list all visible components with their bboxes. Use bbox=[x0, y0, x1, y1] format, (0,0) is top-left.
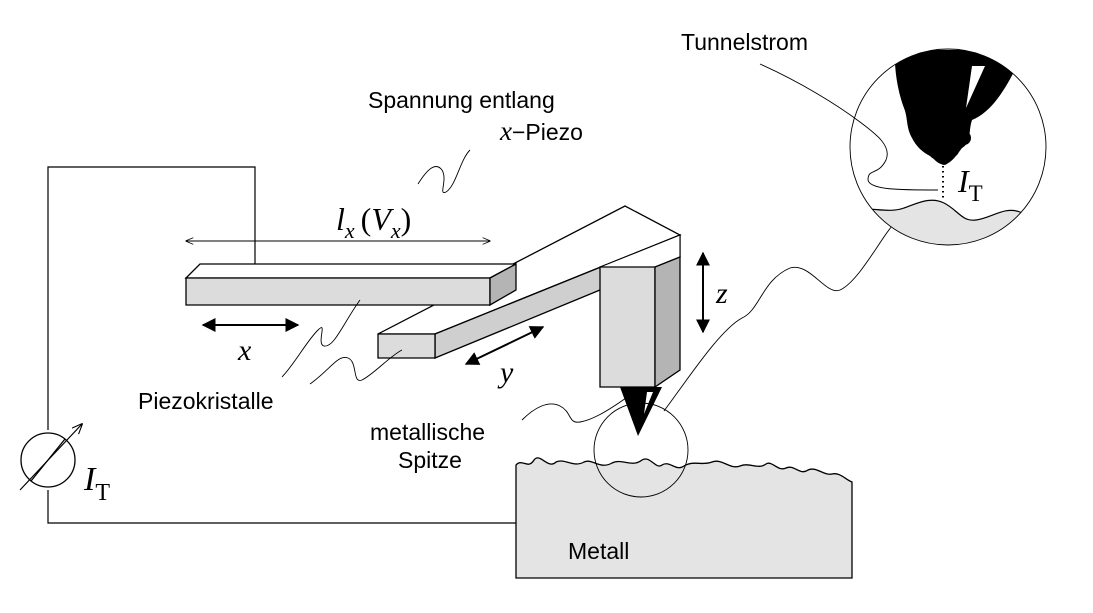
piezo-leader-1 bbox=[281, 299, 361, 378]
magnifier-connector bbox=[663, 225, 893, 412]
zoom-inset bbox=[849, 48, 1047, 246]
x-piezo-bar bbox=[184, 262, 517, 307]
x-piezo-label: x−Piezo bbox=[499, 116, 583, 146]
spannung-label: Spannung entlang bbox=[368, 87, 555, 113]
spannung-leader bbox=[417, 149, 471, 194]
metal-label: Metall bbox=[568, 538, 629, 564]
y-axis-arrow bbox=[464, 326, 545, 365]
magnifier-circle bbox=[593, 402, 689, 498]
piezo-leader-2 bbox=[309, 349, 403, 385]
tunnelstrom-leader bbox=[759, 63, 939, 191]
x-axis-label: x bbox=[237, 334, 252, 367]
current-label: IT bbox=[83, 461, 110, 506]
z-axis-label: z bbox=[715, 277, 728, 310]
spitze-label: Spitze bbox=[398, 447, 462, 473]
inset-current-label: IT bbox=[957, 163, 983, 206]
metal-sample bbox=[515, 457, 853, 579]
length-label: lx (Vx) bbox=[336, 201, 411, 243]
metal-tip bbox=[620, 387, 662, 436]
y-axis-label: y bbox=[497, 356, 514, 389]
z-piezo-bar bbox=[599, 234, 681, 389]
circuit-wires bbox=[47, 166, 549, 527]
tip-leader bbox=[521, 397, 627, 423]
metallische-label: metallische bbox=[370, 419, 485, 445]
ammeter-icon bbox=[19, 424, 82, 491]
piezokristalle-label: Piezokristalle bbox=[138, 388, 274, 414]
tunnelstrom-label: Tunnelstrom bbox=[681, 29, 808, 55]
